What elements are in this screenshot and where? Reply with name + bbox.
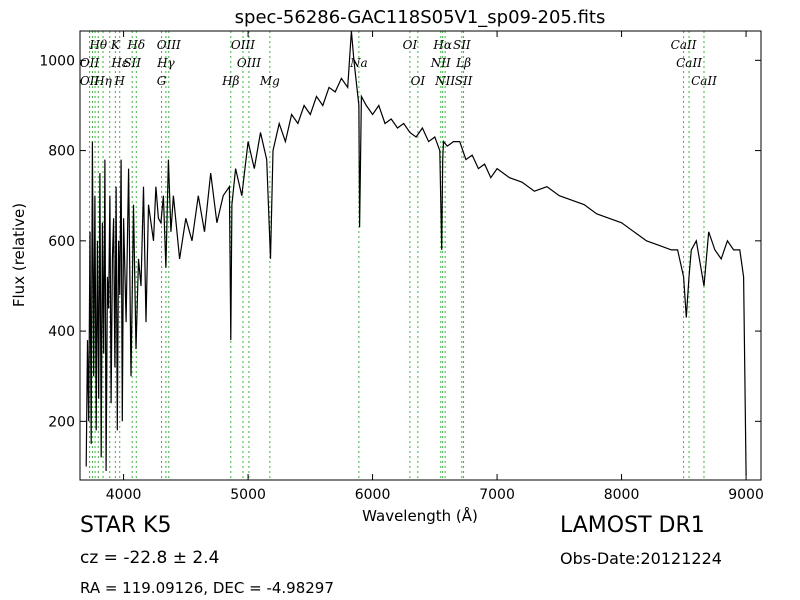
plot-frame — [79, 30, 762, 481]
y-axis-ticks: 200 400 600 800 1000 — [39, 53, 761, 430]
line-label-25: NII — [434, 74, 455, 88]
line-label-18: OII — [80, 74, 100, 88]
line-label-21: G — [157, 74, 167, 88]
y-tick-label-4: 1000 — [39, 53, 75, 69]
x-tick-label-0: 4000 — [106, 487, 142, 503]
line-label-3: OIII — [157, 38, 181, 52]
line-label-7: SII — [453, 38, 471, 52]
line-label-15: NII — [430, 56, 451, 70]
y-tick-label-3: 800 — [48, 144, 75, 160]
spectral-line-markers — [89, 31, 705, 480]
x-tick-label-1: 5000 — [230, 487, 266, 503]
line-label-4: OIII — [231, 38, 255, 52]
line-label-2: Hδ — [126, 38, 145, 52]
line-label-8: CaII — [671, 38, 697, 52]
line-label-1: K — [110, 38, 121, 52]
y-tick-label-0: 200 — [48, 414, 75, 430]
spectrum-line — [85, 30, 747, 476]
line-label-0: Hθ — [88, 38, 107, 52]
line-label-11: SII — [123, 56, 141, 70]
x-tick-label-5: 9000 — [728, 487, 764, 503]
line-label-27: CaII — [691, 74, 717, 88]
line-label-26: SII — [455, 74, 473, 88]
y-tick-label-2: 600 — [48, 234, 75, 250]
coordinates: RA = 119.09126, DEC = -4.98297 — [80, 579, 334, 597]
line-label-14: Na — [349, 56, 368, 70]
survey-name: LAMOST DR1 — [560, 513, 705, 538]
y-tick-label-1: 400 — [48, 324, 75, 340]
observation-date: Obs-Date:20121224 — [560, 549, 722, 568]
y-axis-label: Flux (relative) — [10, 203, 28, 307]
line-label-20: H — [113, 74, 125, 88]
line-label-24: OI — [411, 74, 426, 88]
line-label-9: OII — [80, 56, 100, 70]
x-axis-label: Wavelength (Å) — [362, 506, 478, 525]
line-label-5: OI — [403, 38, 418, 52]
x-tick-label-2: 6000 — [355, 487, 391, 503]
line-label-22: Hβ — [221, 74, 239, 88]
line-label-13: OIII — [237, 56, 261, 70]
line-label-19: Hη — [93, 74, 112, 88]
x-axis-ticks: 4000 5000 6000 7000 8000 9000 — [106, 31, 764, 503]
line-label-16: Lβ — [455, 56, 471, 70]
redshift-value: cz = -22.8 ± 2.4 — [80, 548, 220, 568]
x-tick-label-4: 8000 — [604, 487, 640, 503]
chart-title: spec-56286-GAC118S05V1_sp09-205.fits — [235, 7, 606, 28]
line-label-17: CaII — [676, 56, 702, 70]
line-label-12: Hγ — [156, 56, 175, 70]
object-class: STAR K5 — [80, 513, 172, 538]
line-label-6: Hα — [432, 38, 452, 52]
line-label-23: Mg — [259, 74, 280, 88]
x-tick-label-3: 7000 — [479, 487, 515, 503]
line-label-10: Hε — [110, 56, 128, 70]
